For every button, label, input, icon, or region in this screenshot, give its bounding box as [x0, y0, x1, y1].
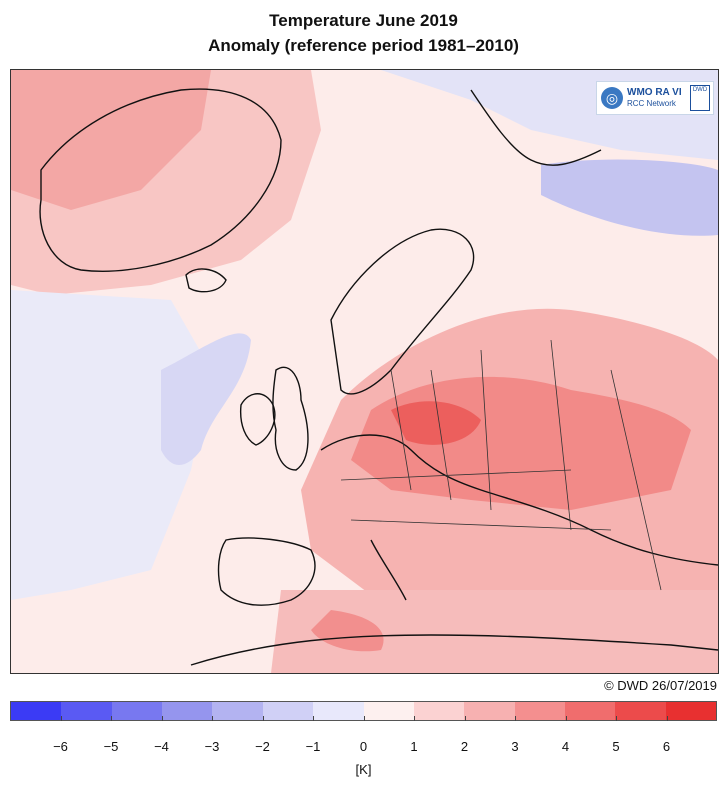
heat-core-germany: [391, 401, 481, 445]
colorbar-tick-label: 3: [500, 716, 530, 754]
border-line: [430, 369, 452, 501]
colorbar-tick-label: 5: [601, 716, 631, 754]
map-subtitle: Anomaly (reference period 1981–2010): [208, 36, 519, 55]
map-svg: [11, 70, 718, 673]
credit-text: © DWD 26/07/2019: [604, 678, 717, 693]
colorbar-segment: [464, 702, 515, 720]
colorbar-tick-label: −2: [248, 716, 278, 754]
ireland-coast: [239, 393, 276, 446]
colorbar-segment: [413, 702, 465, 720]
kola-coast: [470, 89, 602, 166]
wmo-rcc-logo: ◎ WMO RA VI RCC Network DWD: [596, 81, 714, 115]
colorbar-segment: [363, 702, 414, 720]
colorbar-tick-label: −1: [298, 716, 328, 754]
logo-line2: RCC Network: [627, 99, 676, 108]
iberia-coast: [217, 537, 316, 606]
border-line: [350, 519, 612, 531]
colorbar-segment: [665, 702, 717, 720]
colorbar-tick-label: 0: [349, 716, 379, 754]
colorbar-segment: [564, 702, 616, 720]
central-europe-coast: [320, 434, 718, 566]
colorbar-segment: [262, 702, 314, 720]
anomaly-map: [10, 69, 719, 674]
border-line: [390, 369, 412, 491]
cool-area-atlantic: [11, 290, 211, 600]
colorbar-tick-label: −6: [46, 716, 76, 754]
cool-area-barents: [541, 159, 718, 236]
scandinavia-coast: [330, 228, 475, 395]
colorbar-segment: [162, 702, 213, 720]
colorbar-tick-label: 4: [551, 716, 581, 754]
map-title: Temperature June 2019: [269, 11, 458, 30]
colorbar-tick-label: −3: [197, 716, 227, 754]
border-line: [550, 339, 572, 531]
colorbar-tick-label: −5: [96, 716, 126, 754]
colorbar-segment: [11, 702, 62, 720]
colorbar-tick-label: −4: [147, 716, 177, 754]
warm-patch-north-africa: [311, 610, 384, 652]
iceland-coast: [185, 268, 227, 293]
border-line: [340, 469, 572, 481]
wmo-globe-icon: ◎: [601, 87, 623, 109]
greenland-warm-core: [11, 70, 211, 210]
colorbar-tick-label: 1: [399, 716, 429, 754]
cool-patch-atlantic: [161, 333, 251, 465]
colorbar-segment: [61, 702, 112, 720]
coastlines: [39, 88, 718, 666]
italy-coast: [370, 539, 407, 601]
country-borders: [340, 339, 662, 591]
colorbar-tick-label: 2: [450, 716, 480, 754]
colorbar-ticks: −6 −5 −4 −3 −2 −1 0 1 2 3 4 5 6: [10, 716, 717, 754]
colorbar-segment: [111, 702, 163, 720]
colorbar-segment: [615, 702, 666, 720]
greenland-coast: [39, 88, 282, 272]
colorbar-tick-label: 6: [652, 716, 682, 754]
north-africa-coast: [190, 634, 718, 666]
colorbar-segment: [313, 702, 364, 720]
colorbar-segment: [212, 702, 263, 720]
colorbar-unit: [K]: [355, 762, 372, 777]
border-line: [610, 369, 662, 591]
warm-area-mediterranean: [271, 590, 718, 673]
dwd-badge: DWD: [690, 85, 710, 111]
colorbar-segment: [514, 702, 565, 720]
logo-line1: WMO RA VI: [627, 87, 682, 98]
britain-coast: [272, 366, 309, 471]
border-line: [480, 349, 492, 511]
